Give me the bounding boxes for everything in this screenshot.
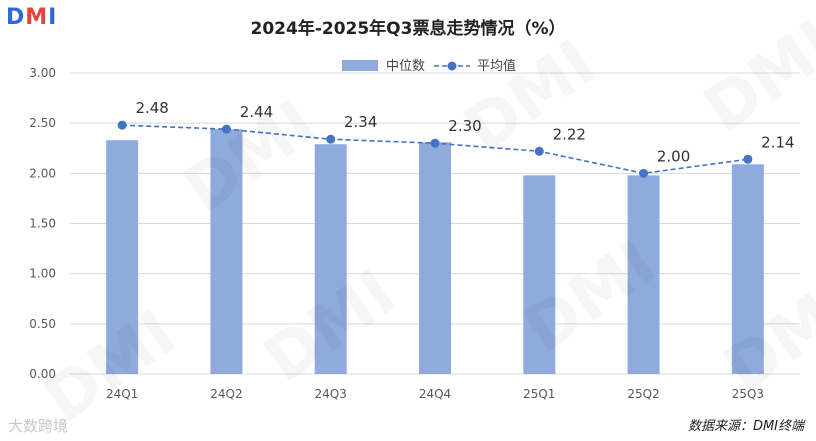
chart-title: 2024年-2025年Q3票息走势情况（%） bbox=[251, 18, 566, 39]
x-axis: 24Q1 24Q2 24Q3 24Q4 25Q1 25Q2 25Q3 bbox=[106, 387, 764, 401]
bar bbox=[627, 175, 660, 374]
data-label: 2.44 bbox=[240, 103, 273, 121]
y-tick-label: 0.00 bbox=[29, 367, 56, 381]
footer-brand: 大数跨境 bbox=[8, 417, 69, 435]
y-tick-label: 3.00 bbox=[29, 66, 56, 80]
line-point bbox=[117, 120, 127, 130]
legend: 中位数 平均值 bbox=[342, 58, 516, 74]
y-tick-label: 0.50 bbox=[29, 317, 56, 331]
data-label: 2.30 bbox=[448, 117, 481, 135]
x-tick-label: 25Q3 bbox=[732, 387, 764, 401]
line-point bbox=[430, 138, 440, 148]
line-point bbox=[743, 154, 753, 164]
dmi-logo: DMI bbox=[6, 5, 58, 30]
bar bbox=[314, 144, 347, 374]
bar bbox=[731, 164, 764, 374]
line-point bbox=[326, 134, 336, 144]
bar bbox=[523, 175, 556, 374]
line-point bbox=[534, 146, 544, 156]
bar bbox=[210, 129, 243, 374]
y-tick-label: 2.50 bbox=[29, 116, 56, 130]
y-tick-label: 1.50 bbox=[29, 217, 56, 231]
x-tick-label: 24Q3 bbox=[315, 387, 347, 401]
line-point bbox=[639, 168, 649, 178]
y-axis: 0.00 0.50 1.00 1.50 2.00 2.50 3.00 bbox=[29, 66, 56, 381]
line-series bbox=[117, 120, 753, 178]
bar bbox=[419, 142, 451, 374]
legend-label-bar: 中位数 bbox=[386, 59, 425, 74]
y-tick-label: 1.00 bbox=[29, 267, 56, 281]
x-tick-label: 24Q2 bbox=[210, 387, 242, 401]
x-tick-label: 24Q4 bbox=[419, 387, 451, 401]
bar bbox=[106, 140, 139, 374]
legend-swatch-marker bbox=[447, 61, 457, 71]
legend-label-line: 平均值 bbox=[477, 58, 516, 74]
x-tick-label: 25Q2 bbox=[627, 387, 659, 401]
x-tick-label: 24Q1 bbox=[106, 387, 138, 401]
y-tick-label: 2.00 bbox=[29, 166, 56, 180]
legend-swatch-bar bbox=[342, 60, 378, 71]
data-label: 2.22 bbox=[553, 125, 586, 143]
bar-series bbox=[106, 129, 764, 374]
data-label: 2.34 bbox=[344, 113, 377, 131]
data-label: 2.14 bbox=[761, 133, 794, 151]
data-label: 2.48 bbox=[135, 99, 168, 117]
line-point bbox=[221, 124, 231, 134]
data-labels: 2.48 2.44 2.34 2.30 2.22 2.00 2.14 bbox=[135, 99, 794, 165]
data-source: 数据来源：DMI终端 bbox=[687, 419, 804, 434]
x-tick-label: 25Q1 bbox=[523, 387, 555, 401]
data-label: 2.00 bbox=[657, 147, 690, 165]
